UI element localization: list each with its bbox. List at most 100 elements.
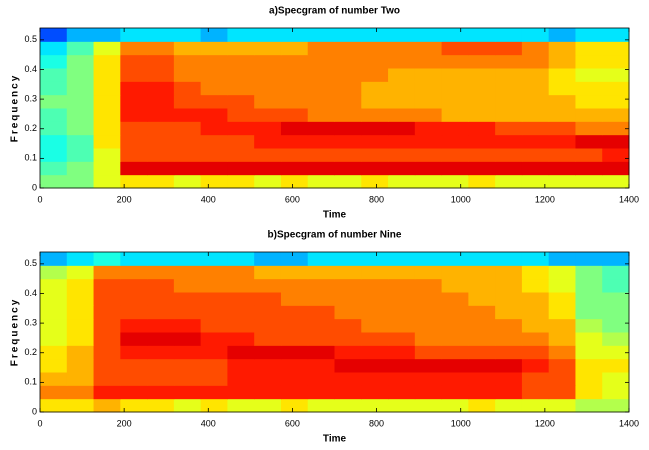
heatmap-cell [66, 54, 95, 69]
heatmap-cell [441, 358, 469, 373]
heatmap-cell [441, 398, 469, 413]
heatmap-cell [254, 81, 282, 96]
heatmap-cell [66, 134, 95, 149]
heatmap-cell [120, 358, 148, 373]
heatmap-cell [548, 265, 576, 280]
heatmap-cell [575, 134, 603, 149]
heatmap-cell [280, 345, 309, 360]
heatmap-cell [147, 94, 175, 109]
heatmap-cell [227, 372, 255, 386]
heatmap-cell [521, 174, 550, 189]
heatmap-cell [66, 278, 95, 293]
heatmap-cell [173, 94, 202, 109]
heatmap-cell [441, 54, 469, 69]
x-tick-label: 200 [117, 418, 132, 428]
heatmap-cell [66, 28, 95, 42]
heatmap-cell [93, 108, 121, 122]
heatmap-cell [495, 108, 523, 122]
heatmap-cell [227, 174, 255, 189]
heatmap-cell [227, 345, 255, 360]
heatmap-cell [441, 108, 469, 122]
heatmap-cell [414, 161, 443, 176]
heatmap-cell [200, 292, 228, 306]
heatmap-cell [200, 358, 228, 373]
heatmap-cell [120, 28, 148, 42]
heatmap-cell [548, 121, 576, 136]
heatmap-cell [307, 345, 335, 360]
heatmap-cell [414, 252, 443, 266]
heatmap-cell [40, 28, 68, 42]
heatmap-cell [414, 28, 443, 42]
heatmap-cell [200, 174, 228, 189]
heatmap-cell [548, 372, 576, 386]
heatmap-cell [521, 148, 550, 162]
heatmap-cell [495, 54, 523, 69]
heatmap-cell [468, 372, 496, 386]
heatmap-cell [307, 305, 335, 320]
heatmap-cell [521, 318, 550, 333]
heatmap-cell [173, 28, 202, 42]
heatmap-cell [441, 68, 469, 82]
heatmap-cell [521, 28, 550, 42]
heatmap-cell [93, 68, 121, 82]
heatmap-cell [495, 121, 523, 136]
heatmap-cell [334, 174, 362, 189]
heatmap-cell [548, 332, 576, 346]
heatmap-cell [495, 305, 523, 320]
heatmap-cell [548, 398, 576, 413]
heatmap-cell [254, 108, 282, 122]
heatmap-cell [66, 372, 95, 386]
heatmap-cell [548, 385, 576, 400]
heatmap-cell [93, 148, 121, 162]
heatmap-cell [93, 385, 121, 400]
heatmap-cell [200, 385, 228, 400]
heatmap-cell [361, 28, 389, 42]
heatmap-cell [307, 318, 335, 333]
heatmap-cell [254, 54, 282, 69]
heatmap-cell [254, 161, 282, 176]
heatmap-cell [254, 305, 282, 320]
heatmap-cell [361, 318, 389, 333]
heatmap-cell [548, 305, 576, 320]
x-tick-label: 600 [285, 194, 300, 204]
heatmap-cell [40, 68, 68, 82]
heatmap-cell [388, 372, 416, 386]
heatmap-cell [602, 372, 630, 386]
x-tick-label: 1200 [535, 418, 555, 428]
heatmap-cell [200, 398, 228, 413]
heatmap-cell [227, 161, 255, 176]
x-tick-label: 1400 [619, 194, 639, 204]
heatmap-cell [40, 292, 68, 306]
heatmap-cell [307, 292, 335, 306]
heatmap-cell [40, 345, 68, 360]
heatmap-cell [200, 161, 228, 176]
heatmap-cell [602, 68, 630, 82]
heatmap-cell [334, 134, 362, 149]
heatmap-cell [334, 305, 362, 320]
heatmap-cell [254, 121, 282, 136]
heatmap-cell [120, 385, 148, 400]
heatmap-cell [173, 265, 202, 280]
heatmap-cell [361, 398, 389, 413]
heatmap-cell [254, 318, 282, 333]
heatmap-cell [414, 292, 443, 306]
heatmap-cell [495, 398, 523, 413]
heatmap-cell [120, 41, 148, 56]
x-tick-label: 800 [369, 418, 384, 428]
heatmap-cell [66, 385, 95, 400]
heatmap-cell [280, 94, 309, 109]
heatmap-cell [414, 54, 443, 69]
heatmap-cell [602, 265, 630, 280]
heatmap-cell [66, 318, 95, 333]
heatmap-cell [602, 398, 630, 413]
heatmap-cell [147, 332, 175, 346]
heatmap-cell [307, 385, 335, 400]
y-tick-label: 0.1 [24, 153, 37, 163]
heatmap-cell [40, 161, 68, 176]
heatmap-cell [280, 292, 309, 306]
heatmap-cell [120, 278, 148, 293]
heatmap-cell [120, 252, 148, 266]
heatmap-cell [254, 385, 282, 400]
heatmap-cell [334, 68, 362, 82]
